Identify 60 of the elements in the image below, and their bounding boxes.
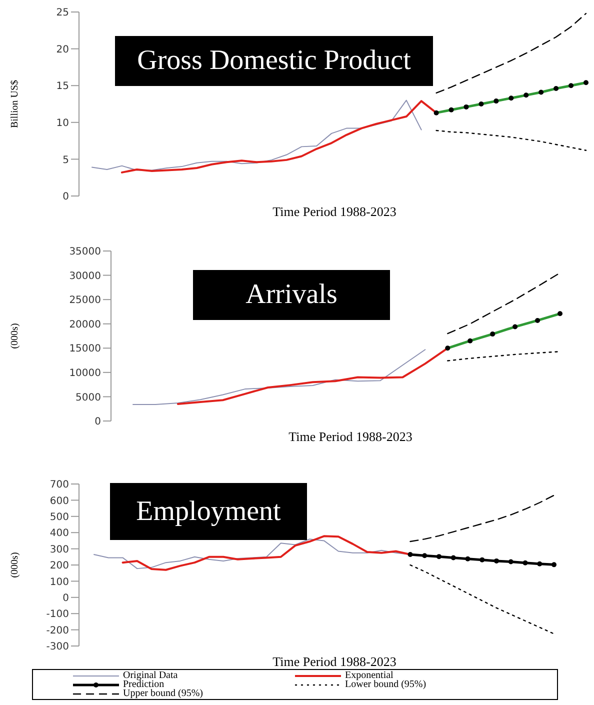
y-tick-label: 5000 [76, 392, 101, 404]
y-tick-label: 500 [50, 512, 69, 523]
y-axis-title: Billion US$ [10, 80, 21, 128]
point [552, 562, 556, 568]
point [480, 557, 485, 562]
y-tick-label: 200 [50, 560, 69, 572]
y-axis-title: (000s) [10, 552, 21, 578]
y-tick-label: 20000 [69, 319, 101, 330]
y-tick-label: 400 [50, 528, 69, 540]
y-tick-label: 25 [56, 8, 69, 19]
y-tick-label: 0 [62, 592, 69, 604]
line-series [447, 350, 561, 362]
x-axis-title: Time Period 1988-2023 [272, 654, 396, 669]
y-axis-title: (000s) [10, 323, 21, 349]
y-tick-label: 30000 [69, 270, 101, 282]
point [408, 552, 413, 557]
line-series [436, 12, 587, 94]
title-box: Arrivals [193, 270, 390, 320]
y-tick-label: -200 [46, 625, 69, 636]
y-tick-label: 0 [62, 192, 69, 203]
y-tick-label: 15 [56, 81, 69, 92]
point [450, 555, 456, 560]
y-tick-label: 35000 [69, 246, 101, 258]
line-series [410, 494, 555, 542]
y-tick-label: -300 [46, 642, 69, 653]
y-tick-label: 20 [56, 44, 69, 56]
point [537, 561, 542, 566]
line-series [92, 100, 422, 171]
x-axis-title: Time Period 1988-2023 [288, 429, 412, 444]
y-tick-label: 10000 [69, 368, 101, 379]
legend-label: Original Data [123, 670, 178, 681]
y-tick-label: 700 [50, 480, 69, 491]
point [494, 558, 499, 564]
line-series [176, 347, 449, 405]
y-tick-label: 100 [50, 576, 69, 588]
y-tick-label: 10 [56, 118, 69, 129]
legend-label: Lower bound (95%) [345, 679, 426, 690]
x-axis-title: Time Period 1988-2023 [272, 204, 396, 219]
y-tick-label: -100 [46, 609, 69, 620]
point [465, 556, 470, 562]
y-tick-label: 25000 [69, 295, 101, 306]
line-series [436, 130, 587, 151]
legend-label: Prediction [123, 679, 164, 690]
line-series [447, 272, 561, 334]
y-tick-label: 300 [50, 544, 69, 556]
y-tick-label: 15000 [69, 344, 101, 355]
line-series [410, 564, 555, 634]
y-tick-label: 0 [94, 416, 101, 428]
y-tick-label: 5 [62, 154, 69, 166]
line-series [132, 349, 426, 405]
title-box: Gross Domestic Product [115, 36, 433, 86]
y-tick-label: 600 [50, 496, 69, 507]
point [508, 559, 514, 564]
legend-label: Upper bound (95%) [123, 688, 203, 699]
point [436, 554, 442, 560]
point [422, 553, 428, 558]
line-series [120, 100, 438, 174]
legend-label: Exponential [345, 670, 394, 681]
point [522, 560, 528, 566]
title-box: Employment [110, 483, 307, 540]
